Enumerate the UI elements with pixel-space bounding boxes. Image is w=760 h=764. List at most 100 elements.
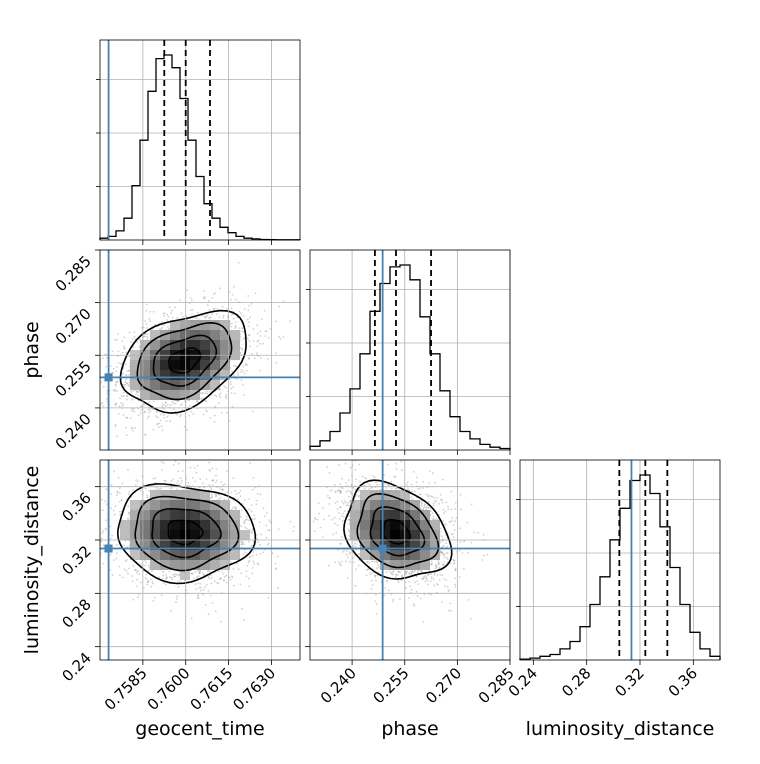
sample-point (167, 315, 170, 318)
sample-point (249, 462, 251, 464)
sample-point (162, 312, 165, 315)
sample-point (252, 551, 254, 553)
sample-point (119, 510, 121, 513)
sample-point (225, 581, 228, 584)
sample-point (335, 532, 338, 534)
sample-point (146, 327, 148, 329)
sample-point (128, 545, 131, 547)
sample-point (136, 390, 138, 393)
sample-point (254, 517, 256, 520)
sample-point (262, 342, 264, 345)
sample-point (206, 410, 208, 413)
sample-point (229, 383, 232, 386)
sample-point (441, 546, 444, 548)
sample-point (231, 293, 234, 296)
sample-point (222, 314, 225, 317)
sample-point (146, 496, 149, 499)
sample-point (251, 532, 253, 534)
sample-point (102, 509, 104, 512)
sample-point (132, 346, 135, 349)
sample-point (131, 408, 134, 411)
sample-point (161, 403, 164, 405)
sample-point (120, 499, 123, 501)
sample-point (199, 589, 202, 592)
sample-point (243, 520, 246, 522)
sample-point (289, 520, 292, 523)
sample-point (368, 488, 371, 491)
sample-point (137, 480, 139, 483)
sample-point (165, 574, 167, 576)
sample-point (148, 490, 150, 492)
sample-point (147, 408, 150, 411)
sample-point (209, 316, 212, 319)
sample-point (384, 482, 386, 485)
sample-point (212, 479, 215, 481)
sample-point (248, 340, 251, 343)
sample-point (229, 562, 232, 564)
sample-point (117, 476, 120, 479)
sample-point (168, 570, 171, 573)
sample-point (220, 481, 223, 483)
sample-point (115, 370, 117, 372)
sample-point (249, 316, 251, 319)
sample-point (197, 594, 199, 597)
sample-point (217, 402, 220, 405)
sample-point (196, 317, 198, 319)
sample-point (203, 298, 206, 300)
sample-point (190, 410, 193, 413)
sample-point (245, 570, 248, 573)
sample-point (221, 412, 223, 414)
sample-point (137, 593, 140, 596)
sample-point (174, 575, 177, 578)
sample-point (223, 385, 226, 388)
sample-point (352, 486, 355, 489)
sample-point (343, 549, 346, 551)
sample-point (217, 497, 220, 500)
sample-point (225, 574, 228, 577)
sample-point (130, 391, 133, 394)
sample-point (208, 461, 211, 464)
sample-point (392, 570, 395, 572)
sample-point (205, 478, 208, 480)
sample-point (102, 357, 104, 360)
sample-point (133, 410, 136, 413)
sample-point (116, 380, 119, 382)
sample-point (172, 463, 175, 466)
sample-point (174, 306, 177, 309)
sample-point (247, 541, 250, 543)
sample-point (232, 477, 235, 480)
sample-point (204, 586, 207, 588)
sample-point (206, 392, 209, 395)
sample-point (120, 402, 122, 404)
sample-point (257, 332, 259, 335)
sample-point (162, 414, 165, 417)
sample-point (172, 478, 175, 481)
sample-point (410, 490, 413, 493)
sample-point (230, 307, 233, 310)
sample-point (127, 511, 130, 514)
sample-point (122, 414, 125, 416)
sample-point (208, 484, 211, 486)
sample-point (209, 594, 212, 597)
sample-point (112, 509, 115, 512)
sample-point (191, 308, 194, 311)
sample-point (201, 314, 204, 317)
sample-point (199, 478, 202, 481)
sample-point (151, 570, 154, 572)
sample-point (125, 569, 128, 572)
sample-point (161, 405, 164, 408)
sample-point (125, 378, 127, 381)
sample-point (243, 522, 246, 525)
sample-point (110, 484, 113, 486)
sample-point (154, 323, 157, 326)
sample-point (170, 576, 173, 579)
sample-point (119, 397, 121, 400)
sample-point (258, 521, 261, 524)
sample-point (443, 561, 445, 563)
sample-point (257, 339, 260, 342)
sample-point (197, 311, 199, 314)
sample-point (444, 523, 447, 526)
sample-point (136, 391, 139, 393)
sample-point (129, 417, 132, 420)
